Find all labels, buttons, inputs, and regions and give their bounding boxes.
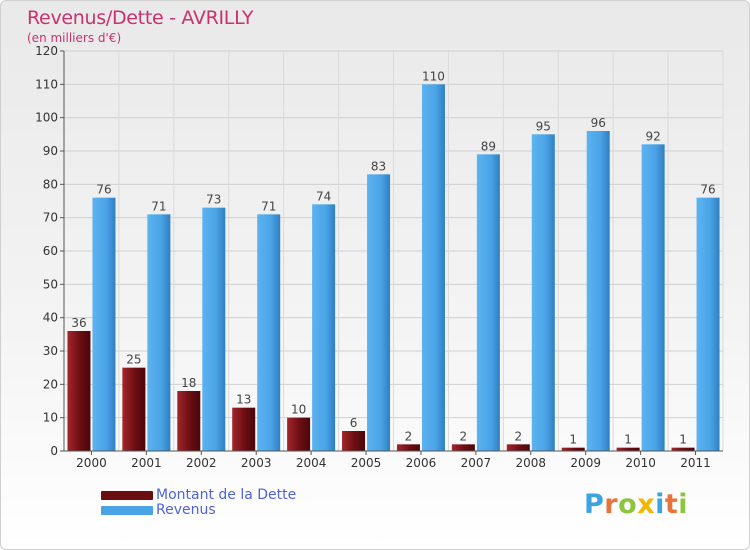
logo-letter: o bbox=[618, 489, 638, 520]
data-label-dette: 2 bbox=[514, 429, 522, 443]
data-label-revenus: 92 bbox=[645, 129, 660, 143]
x-tick-label: 2008 bbox=[516, 456, 547, 470]
bar-dette bbox=[342, 431, 366, 451]
bar-dette bbox=[506, 444, 530, 451]
x-tick-label: 2007 bbox=[461, 456, 492, 470]
y-tick-label: 70 bbox=[43, 211, 58, 225]
bar-dette bbox=[122, 367, 146, 451]
bar-dette bbox=[671, 447, 695, 451]
x-tick-label: 2006 bbox=[406, 456, 437, 470]
y-tick-label: 100 bbox=[35, 111, 58, 125]
bar-dette bbox=[616, 447, 640, 451]
y-tick-label: 10 bbox=[43, 411, 58, 425]
data-label-dette: 2 bbox=[460, 429, 468, 443]
data-label-dette: 25 bbox=[126, 353, 141, 367]
bar-dette bbox=[177, 391, 201, 451]
chart-subtitle: (en milliers d'€) bbox=[27, 31, 122, 45]
bar-revenus bbox=[531, 134, 555, 452]
bar-revenus bbox=[257, 214, 281, 451]
data-label-revenus: 73 bbox=[206, 193, 221, 207]
x-tick-label: 2004 bbox=[296, 456, 327, 470]
y-tick-label: 120 bbox=[35, 44, 58, 58]
y-tick-label: 90 bbox=[43, 144, 58, 158]
data-label-revenus: 76 bbox=[700, 183, 715, 197]
data-label-revenus: 76 bbox=[96, 183, 111, 197]
data-label-revenus: 71 bbox=[151, 199, 166, 213]
bar-revenus bbox=[696, 197, 720, 451]
data-label-dette: 2 bbox=[405, 429, 413, 443]
bar-revenus bbox=[202, 207, 226, 451]
bar-dette bbox=[287, 417, 311, 451]
y-tick-label: 80 bbox=[43, 177, 58, 191]
logo-letter: x bbox=[637, 489, 656, 520]
logo-letter: t bbox=[664, 489, 679, 520]
logo-letter: P bbox=[584, 489, 605, 520]
x-tick-label: 2011 bbox=[680, 456, 711, 470]
data-label-dette: 36 bbox=[71, 316, 86, 330]
bar-dette bbox=[396, 444, 420, 451]
logo-letter: i bbox=[678, 489, 689, 520]
data-label-dette: 10 bbox=[291, 403, 306, 417]
bar-revenus bbox=[641, 144, 665, 452]
bar-dette bbox=[561, 447, 585, 451]
bar-revenus bbox=[476, 154, 500, 452]
data-label-dette: 18 bbox=[181, 376, 196, 390]
legend-swatch-revenus bbox=[101, 506, 153, 515]
x-tick-label: 2002 bbox=[186, 456, 217, 470]
bar-revenus bbox=[147, 214, 171, 451]
proxiti-logo: Proxiti bbox=[584, 489, 688, 520]
x-tick-label: 2010 bbox=[625, 456, 656, 470]
data-label-dette: 13 bbox=[236, 393, 251, 407]
legend-label-revenus: Revenus bbox=[156, 502, 216, 518]
data-label-revenus: 71 bbox=[261, 199, 276, 213]
data-label-revenus: 110 bbox=[422, 69, 445, 83]
bar-revenus bbox=[586, 131, 610, 451]
logo-letter: r bbox=[604, 489, 619, 520]
bar-revenus bbox=[312, 204, 336, 451]
y-tick-label: 110 bbox=[35, 77, 58, 91]
x-tick-label: 2001 bbox=[131, 456, 162, 470]
bar-dette bbox=[451, 444, 475, 451]
x-tick-label: 2000 bbox=[76, 456, 107, 470]
bar-dette bbox=[67, 331, 91, 451]
legend-label-dette: Montant de la Dette bbox=[156, 487, 297, 503]
data-label-revenus: 74 bbox=[316, 189, 331, 203]
bar-dette bbox=[232, 407, 256, 451]
data-label-revenus: 95 bbox=[536, 119, 551, 133]
data-label-revenus: 83 bbox=[371, 159, 386, 173]
logo-letter: i bbox=[655, 489, 665, 520]
y-tick-label: 30 bbox=[43, 344, 58, 358]
data-label-dette: 1 bbox=[679, 433, 687, 447]
data-label-dette: 6 bbox=[350, 416, 358, 430]
x-tick-label: 2003 bbox=[241, 456, 272, 470]
bar-revenus bbox=[421, 84, 445, 451]
data-label-revenus: 89 bbox=[481, 139, 496, 153]
chart-title: Revenus/Dette - AVRILLY bbox=[27, 7, 254, 29]
data-label-revenus: 96 bbox=[591, 116, 606, 130]
x-tick-label: 2009 bbox=[570, 456, 601, 470]
legend-swatch-dette bbox=[101, 491, 153, 500]
y-tick-label: 0 bbox=[50, 444, 58, 458]
y-tick-label: 50 bbox=[43, 277, 58, 291]
x-tick-label: 2005 bbox=[351, 456, 382, 470]
bar-revenus bbox=[367, 174, 391, 452]
y-tick-label: 20 bbox=[43, 377, 58, 391]
y-tick-label: 60 bbox=[43, 244, 58, 258]
data-label-dette: 1 bbox=[569, 433, 577, 447]
bar-revenus bbox=[92, 197, 116, 451]
data-label-dette: 1 bbox=[624, 433, 632, 447]
y-tick-label: 40 bbox=[43, 311, 58, 325]
